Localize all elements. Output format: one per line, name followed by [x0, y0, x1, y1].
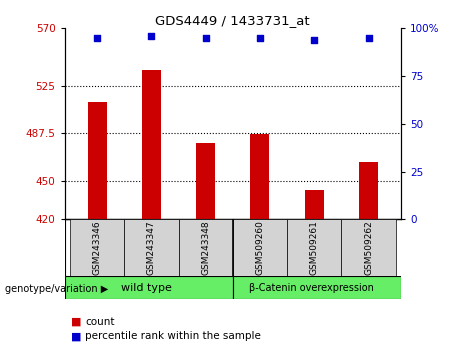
Point	[256, 35, 264, 41]
Text: wild type: wild type	[120, 282, 171, 293]
Text: percentile rank within the sample: percentile rank within the sample	[85, 331, 261, 341]
Text: β-Catenin overexpression: β-Catenin overexpression	[249, 282, 374, 293]
Point	[202, 35, 209, 41]
Text: genotype/variation ▶: genotype/variation ▶	[5, 284, 108, 293]
Bar	[88, 102, 106, 219]
Bar	[250, 134, 269, 219]
Text: ■: ■	[71, 317, 82, 327]
Text: GSM243348: GSM243348	[201, 221, 210, 275]
Text: GSM509260: GSM509260	[255, 220, 265, 275]
Point	[94, 35, 101, 41]
Bar	[341, 219, 396, 276]
Bar	[305, 190, 324, 219]
Bar	[178, 219, 233, 276]
Text: ■: ■	[71, 331, 82, 341]
Bar	[142, 70, 161, 219]
Point	[311, 37, 318, 42]
Bar	[70, 219, 124, 276]
Text: GSM509261: GSM509261	[310, 220, 319, 275]
Bar	[287, 219, 341, 276]
Bar	[233, 276, 401, 299]
Text: GSM243346: GSM243346	[93, 221, 101, 275]
Bar	[124, 219, 178, 276]
Bar	[359, 162, 378, 219]
Text: GSM243347: GSM243347	[147, 221, 156, 275]
Point	[365, 35, 372, 41]
Text: count: count	[85, 317, 115, 327]
Bar	[196, 143, 215, 219]
Bar	[233, 219, 287, 276]
Text: GSM509262: GSM509262	[364, 221, 373, 275]
Title: GDS4449 / 1433731_at: GDS4449 / 1433731_at	[155, 14, 310, 27]
Point	[148, 33, 155, 39]
Bar	[65, 276, 233, 299]
